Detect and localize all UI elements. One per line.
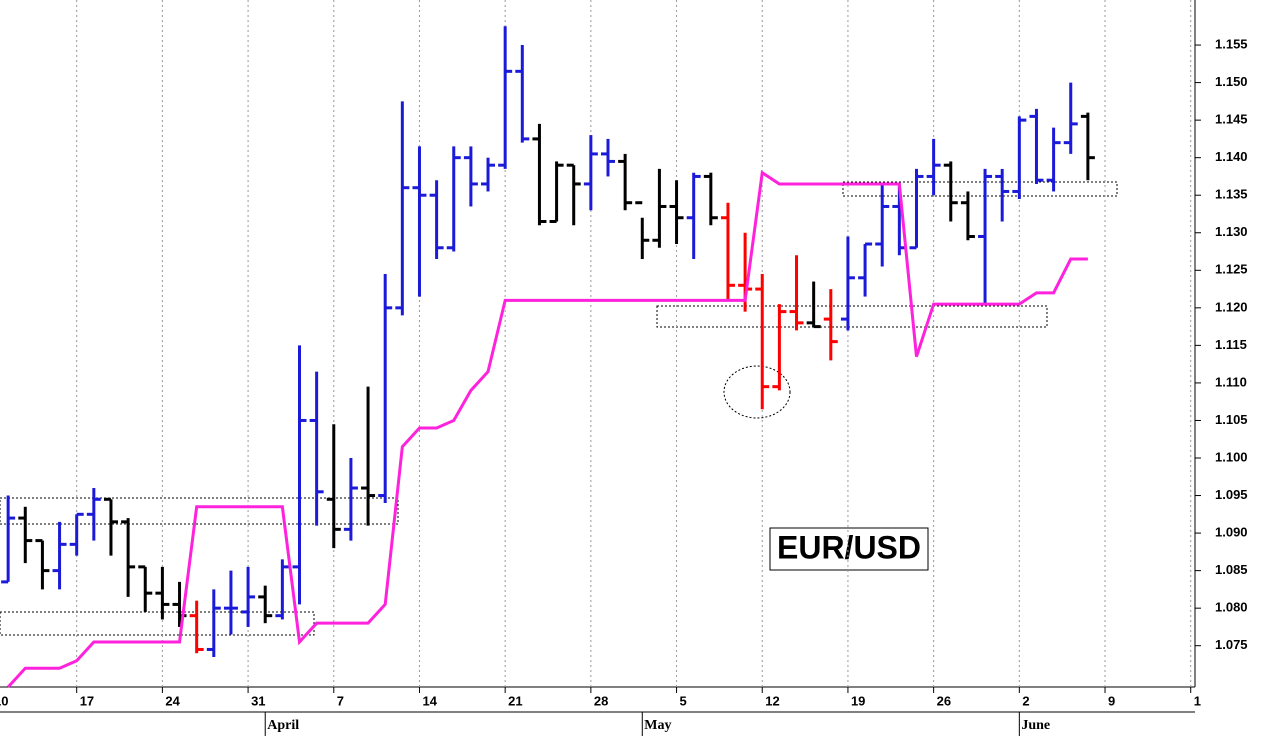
y-tick-label: 1.110 [1215, 374, 1247, 389]
x-tick-label: 9 [1108, 693, 1115, 708]
x-tick-label: 10 [0, 693, 8, 708]
month-label: May [644, 718, 671, 733]
x-tick-label: 26 [937, 693, 951, 708]
y-tick-label: 1.125 [1215, 262, 1248, 277]
y-tick-label: 1.095 [1215, 487, 1248, 502]
bars [1, 26, 1095, 657]
y-tick-label: 1.085 [1215, 562, 1248, 577]
ellipse [723, 365, 791, 419]
x-tick-label: 7 [337, 693, 344, 708]
x-tick-label: 21 [508, 693, 522, 708]
y-tick-label: 1.115 [1215, 337, 1247, 352]
month-label: April [267, 718, 299, 733]
zone [842, 181, 1118, 197]
y-tick-label: 1.150 [1215, 74, 1248, 89]
label-box [769, 527, 929, 571]
x-tick-label: 19 [851, 693, 865, 708]
y-tick-label: 1.135 [1215, 187, 1248, 202]
y-tick-label: 1.120 [1215, 299, 1248, 314]
y-tick-label: 1.100 [1215, 449, 1248, 464]
zone [656, 305, 1048, 328]
x-tick-label: 12 [765, 693, 779, 708]
zone [0, 611, 315, 636]
x-tick-label: 1 [1194, 693, 1201, 708]
indicator-line [7, 170, 1088, 689]
y-tick-label: 1.105 [1215, 412, 1248, 427]
x-tick-label: 14 [422, 693, 437, 708]
x-tick-label: 28 [594, 693, 608, 708]
zones [0, 181, 1118, 636]
y-tick-label: 1.145 [1215, 112, 1248, 127]
x-tick-label: 31 [251, 693, 265, 708]
y-tick-label: 1.130 [1215, 224, 1248, 239]
x-tick-label: 17 [80, 693, 94, 708]
zone [0, 497, 399, 525]
month-label: June [1021, 718, 1050, 733]
chart-title: EUR/USD [777, 529, 921, 565]
y-tick-label: 1.080 [1215, 600, 1248, 615]
x-tick-label: 2 [1022, 693, 1029, 708]
x-tick-label: 5 [680, 693, 687, 708]
y-tick-label: 1.140 [1215, 149, 1248, 164]
y-tick-label: 1.090 [1215, 525, 1248, 540]
y-tick-label: 1.075 [1215, 637, 1248, 652]
x-tick-label: 24 [165, 693, 180, 708]
y-tick-label: 1.155 [1215, 36, 1248, 51]
